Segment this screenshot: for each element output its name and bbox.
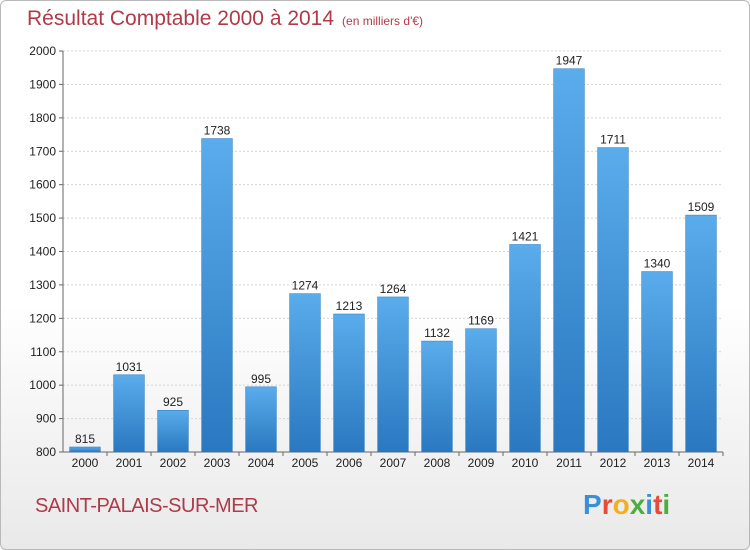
y-tick-label: 1700: [29, 144, 56, 158]
bar-value-label: 1213: [336, 299, 363, 313]
bar-value-label: 1132: [424, 326, 450, 340]
logo-letter: i: [662, 489, 671, 520]
x-tick-label: 2010: [512, 456, 539, 470]
bar: [157, 409, 189, 453]
y-tick-label: 1300: [29, 278, 56, 292]
bar: [377, 296, 409, 453]
bar-value-label: 1169: [468, 314, 494, 328]
logo-letter: o: [612, 489, 630, 520]
bar-value-label: 1340: [644, 257, 671, 271]
x-tick-label: 2000: [72, 456, 99, 470]
bar-value-label: 1711: [600, 133, 626, 147]
chart-title: Résultat Comptable 2000 à 2014 (en millie…: [27, 7, 423, 31]
x-tick-label: 2012: [600, 456, 627, 470]
x-tick-label: 2004: [248, 456, 275, 470]
bar: [201, 138, 233, 453]
y-tick-label: 1200: [29, 311, 56, 325]
bar: [553, 68, 585, 453]
y-tick-label: 1100: [30, 345, 56, 359]
place-name: SAINT-PALAIS-SUR-MER: [35, 495, 259, 517]
labels: 800 900 1000 1100 1200 1300 1400 1500 1600 1700 18…: [29, 44, 714, 470]
logo-letter: t: [653, 489, 663, 520]
title-text: Résultat Comptable 2000 à 2014: [27, 7, 335, 30]
bar: [245, 386, 277, 453]
y-tick-label: 1400: [29, 245, 56, 259]
subtitle-text: (en milliers d'€): [342, 14, 424, 28]
x-tick-label: 2008: [424, 456, 451, 470]
bar-value-label: 995: [251, 372, 271, 386]
x-tick-label: 2003: [204, 456, 231, 470]
y-tick-label: 1900: [29, 77, 56, 91]
bar: [333, 313, 365, 453]
y-tick-label: 2000: [29, 44, 56, 58]
proxiti-logo: Proxiti: [583, 489, 670, 521]
y-tick-label: 1800: [29, 111, 56, 125]
x-tick-label: 2013: [644, 456, 671, 470]
bars: [69, 68, 717, 453]
bar: [641, 271, 673, 453]
bar: [685, 214, 717, 453]
bar-value-label: 1509: [688, 200, 715, 214]
x-tick-label: 2014: [688, 456, 715, 470]
bar: [597, 147, 629, 453]
logo-letter: P: [583, 489, 602, 520]
x-tick-label: 2009: [468, 456, 495, 470]
bar: [421, 340, 453, 453]
bar-value-label: 1264: [380, 282, 407, 296]
logo-letter: r: [601, 489, 613, 520]
bar-value-label: 1274: [292, 279, 319, 293]
logo-letter: x: [629, 489, 646, 520]
x-tick-label: 2001: [116, 456, 143, 470]
bar-value-label: 815: [75, 432, 95, 446]
x-tick-label: 2007: [380, 456, 407, 470]
x-tick-label: 2005: [292, 456, 319, 470]
bar-value-label: 1031: [116, 360, 143, 374]
bar: [69, 446, 101, 453]
x-tick-label: 2011: [556, 456, 582, 470]
y-tick-label: 1600: [29, 178, 56, 192]
y-tick-label: 900: [36, 412, 56, 426]
x-tick-label: 2006: [336, 456, 363, 470]
y-tick-label: 800: [36, 445, 56, 459]
y-tick-label: 1000: [29, 378, 56, 392]
bar: [465, 328, 497, 453]
y-tick-label: 1500: [29, 211, 56, 225]
x-tick-label: 2002: [160, 456, 187, 470]
bar: [509, 244, 541, 453]
bar-value-label: 1738: [204, 124, 231, 138]
logo-letter: i: [645, 489, 654, 520]
bar-value-label: 1421: [512, 229, 539, 243]
bar: [289, 293, 321, 453]
bar-value-label: 1947: [556, 54, 583, 68]
bar: [113, 374, 145, 453]
bar-value-label: 925: [163, 395, 183, 409]
